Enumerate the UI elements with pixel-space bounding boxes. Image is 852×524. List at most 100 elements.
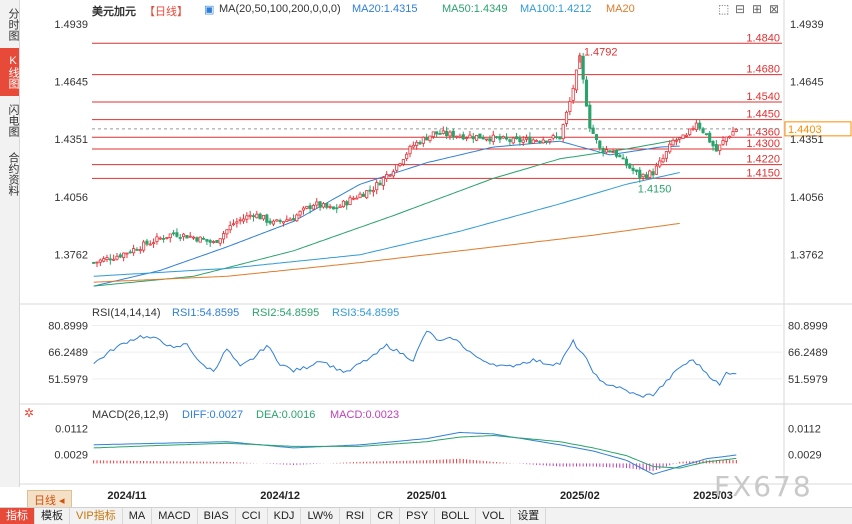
candle-up — [165, 237, 169, 239]
candle-down — [495, 136, 499, 138]
export-icon[interactable]: ⬚ — [718, 2, 730, 16]
candle-up — [132, 248, 136, 254]
tab-kline[interactable]: K线图 — [0, 48, 19, 96]
rsi-tick-left: 80.8999 — [48, 320, 88, 332]
tab-flash[interactable]: 闪电图 — [7, 103, 19, 137]
period-selector-label: 日线 — [34, 495, 56, 507]
minus-icon[interactable]: ⊟ — [735, 2, 746, 16]
candle-down — [278, 220, 282, 222]
candle-up — [405, 153, 409, 159]
candle-up — [574, 69, 579, 91]
current-price-tag — [784, 121, 852, 137]
candle-down — [594, 134, 599, 140]
tab-macd[interactable]: MACD — [152, 508, 198, 524]
high-annotation-label: 1.4792 — [584, 47, 618, 59]
close-icon[interactable]: ⊠ — [769, 2, 780, 16]
candle-down — [558, 136, 562, 140]
macd-tick-left: 0.0112 — [55, 424, 88, 436]
tab-time-sharing[interactable]: 分时图 — [7, 7, 19, 41]
candle-up — [198, 236, 202, 243]
candle-up — [245, 215, 249, 220]
candle-down — [711, 141, 715, 147]
ma-line-ma200 — [93, 222, 680, 283]
tab-vol[interactable]: VOL — [476, 508, 512, 524]
candle-up — [375, 182, 379, 191]
tab-indicators[interactable]: 指标 — [0, 508, 35, 524]
tab-cr[interactable]: CR — [371, 508, 401, 524]
tab-template[interactable]: 模板 — [35, 508, 70, 524]
candle-up — [255, 213, 259, 219]
candle-up — [295, 214, 299, 222]
candle-down — [331, 206, 335, 210]
y-tick-left: 1.4351 — [54, 134, 88, 146]
candle-up — [681, 134, 685, 139]
period-selector[interactable]: 日线 ◂ — [27, 490, 72, 510]
candle-down — [92, 262, 96, 264]
ma-settings-icon[interactable]: ▣ — [204, 4, 215, 16]
y-tick-left: 1.3762 — [54, 249, 88, 261]
candle-down — [478, 133, 482, 139]
candle-down — [325, 203, 329, 208]
candle-down — [598, 140, 602, 149]
candle-down — [701, 128, 705, 133]
tab-rsi[interactable]: RSI — [340, 508, 372, 524]
candle-up — [604, 149, 609, 153]
candle-up — [564, 111, 569, 124]
candle-up — [348, 197, 352, 206]
candle-up — [524, 137, 529, 140]
macd-tick-right: 0.0112 — [788, 424, 821, 436]
candle-up — [408, 145, 412, 155]
tab-boll[interactable]: BOLL — [435, 508, 477, 524]
tab-vip-indicators[interactable]: VIP指标 — [70, 508, 123, 524]
candle-up — [691, 127, 695, 130]
tab-kdj[interactable]: KDJ — [268, 508, 302, 524]
candle-up — [248, 214, 252, 217]
tab-contract-info[interactable]: 合约资料 — [7, 152, 19, 196]
y-tick-right: 1.4645 — [790, 76, 824, 88]
candle-up — [285, 219, 289, 222]
tab-settings[interactable]: 设置 — [511, 508, 547, 524]
price-level-label: 1.4220 — [746, 154, 780, 166]
candle-up — [155, 236, 159, 242]
candle-down — [185, 235, 189, 239]
x-tick-label: 2024/12 — [260, 490, 300, 502]
candle-up — [148, 243, 152, 246]
candle-up — [371, 190, 375, 193]
candle-down — [621, 157, 625, 160]
candle-up — [694, 122, 698, 131]
plus-icon[interactable]: ⊞ — [752, 2, 763, 16]
tab-ma[interactable]: MA — [123, 508, 153, 524]
candle-down — [591, 127, 595, 134]
ma100-value: MA100:1.4212 — [520, 3, 592, 15]
candle-down — [205, 239, 209, 242]
candle-up — [112, 258, 116, 261]
candle-up — [152, 242, 156, 245]
candle-up — [211, 241, 216, 243]
x-tick-label: 2024/11 — [107, 490, 146, 502]
ma-line-ma20 — [93, 140, 680, 287]
rsi1-value: RSI1:54.8595 — [172, 307, 240, 319]
tab-lw[interactable]: LW% — [301, 508, 340, 524]
candle-down — [528, 136, 532, 144]
price-level-label: 1.4360 — [746, 126, 780, 138]
candle-up — [548, 139, 552, 142]
candle-up — [455, 135, 459, 138]
candle-up — [501, 136, 505, 139]
settings-icon[interactable]: ✲ — [24, 406, 35, 420]
rsi-tick-left: 66.2489 — [48, 347, 88, 359]
candle-down — [435, 131, 439, 135]
macd-diff-line — [93, 431, 737, 475]
tab-cci[interactable]: CCI — [236, 508, 268, 524]
candle-up — [225, 229, 229, 235]
candle-down — [251, 215, 256, 218]
indicator-toolbar: 指标 模板 VIP指标 MA MACD BIAS CCI KDJ LW% RSI… — [0, 507, 852, 524]
tab-bias[interactable]: BIAS — [198, 508, 236, 524]
macd-panel: 0.0112 0.0112 0.0029 0.0029 — [54, 424, 822, 475]
candle-up — [365, 190, 369, 199]
candle-up — [235, 221, 239, 224]
candle-up — [541, 139, 545, 144]
price-level-label: 1.4300 — [746, 138, 780, 150]
y-tick-right: 1.4351 — [790, 134, 824, 146]
tab-psy[interactable]: PSY — [400, 508, 436, 524]
